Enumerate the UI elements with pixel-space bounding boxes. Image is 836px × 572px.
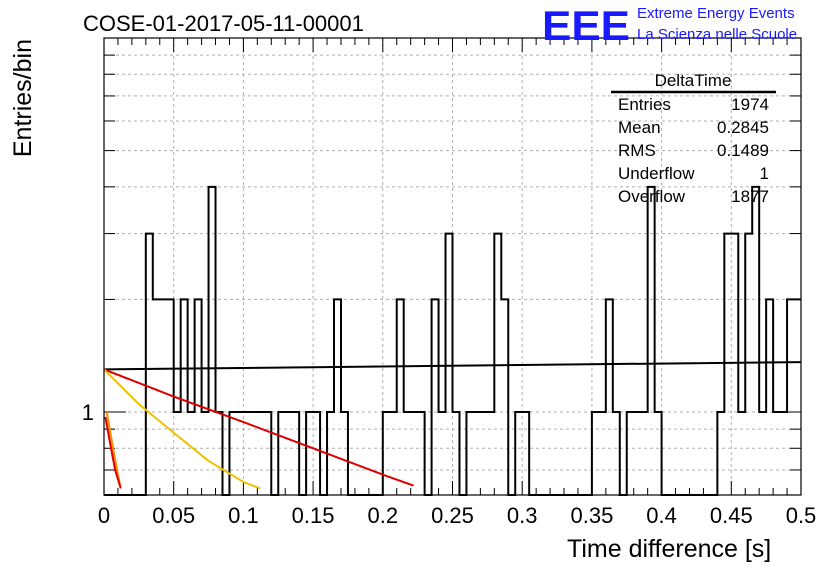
stats-value: 1974 (731, 95, 769, 114)
eee-logo: EEE (542, 2, 630, 49)
stats-label: RMS (618, 141, 656, 160)
stats-value: 1877 (731, 187, 769, 206)
stats-box-title: DeltaTime (655, 71, 732, 90)
x-tick-label: 0.45 (710, 503, 753, 528)
x-tick-label: 0.4 (646, 503, 677, 528)
x-tick-label: 0.1 (228, 503, 259, 528)
y-tick-label: 1 (82, 400, 94, 425)
run-id-title: COSE-01-2017-05-11-00001 (83, 11, 364, 36)
histogram-series (104, 185, 801, 496)
fit-curve (105, 411, 122, 489)
x-tick-label: 0.25 (431, 503, 474, 528)
plot-frame (103, 37, 802, 496)
fit-curve (103, 368, 261, 490)
y-axis-label: Entries/bin (9, 39, 37, 157)
eee-subtitle-line1: Extreme Energy Events (637, 5, 795, 22)
stats-value: 0.1489 (717, 141, 769, 160)
stats-box: DeltaTime Entries 1974 Mean 0.2845 RMS 0.1489… (611, 71, 776, 206)
x-tick-label: 0.05 (152, 503, 195, 528)
x-tick-label: 0.2 (368, 503, 399, 528)
stats-label: Mean (618, 118, 661, 137)
fit-curve (104, 416, 122, 489)
x-tick-label: 0 (98, 503, 110, 528)
x-tick-label: 0.15 (292, 503, 335, 528)
fit-curves (103, 361, 802, 490)
x-tick-label: 0.3 (507, 503, 538, 528)
stats-value: 1 (760, 164, 769, 183)
eee-subtitle-line2: La Scienza nelle Scuole (637, 26, 797, 43)
fit-curve (103, 368, 414, 487)
tick-labels: 0 0.05 0.1 0.15 0.2 0.25 0.3 0.35 0.4 0.45 0.5 1 (82, 400, 817, 528)
x-tick-label: 0.35 (570, 503, 613, 528)
stats-label: Entries (618, 95, 671, 114)
stats-label: Underflow (618, 164, 695, 183)
stats-label: Overflow (618, 187, 686, 206)
x-axis-label: Time difference [s] (567, 535, 771, 563)
stats-value: 0.2845 (717, 118, 769, 137)
fit-curve (103, 361, 802, 371)
x-tick-label: 0.5 (786, 503, 817, 528)
